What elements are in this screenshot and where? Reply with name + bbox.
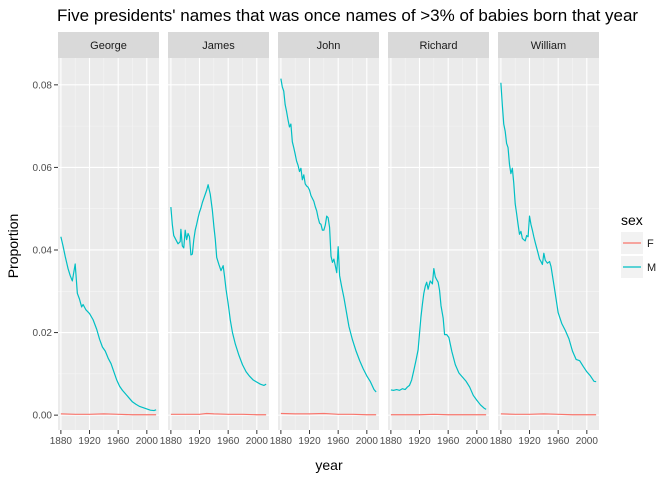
x-tick-label: 1920 <box>408 436 431 447</box>
chart-title: Five presidents' names that was once nam… <box>57 6 638 25</box>
series-line-m <box>60 236 157 412</box>
facet-richard: Richard 1880 1920 1960 2000 <box>380 32 489 447</box>
legend: sex FM <box>621 212 656 278</box>
y-tick-label: 0.00 <box>33 411 53 422</box>
x-tick-label: 2000 <box>466 436 489 447</box>
x-tick-label: 1960 <box>437 436 460 447</box>
y-axis: 0.00 0.02 0.04 0.06 0.08 <box>33 80 58 422</box>
x-tick-label: 1920 <box>78 436 101 447</box>
panel-background <box>58 58 159 430</box>
x-tick-label: 1920 <box>298 436 321 447</box>
facet-william: William 1880 1920 1960 2000 <box>490 32 599 447</box>
x-tick-label: 1960 <box>327 436 350 447</box>
facet-label: John <box>317 40 341 52</box>
facet-james: James 1880 1920 1960 2000 <box>160 32 269 447</box>
series-line-f <box>60 413 157 416</box>
facet-strip <box>498 32 599 58</box>
series-line-f <box>500 413 597 416</box>
x-tick-label: 1880 <box>50 436 73 447</box>
x-tick-label: 1920 <box>188 436 211 447</box>
series-line-m <box>390 267 487 410</box>
facet-panels: George 1880 1920 1960 2000 James 1880 1920 1960 2… <box>33 32 599 447</box>
y-tick-label: 0.04 <box>33 245 53 256</box>
series-line-f <box>170 412 267 416</box>
facet-george: George 1880 1920 1960 2000 <box>50 32 159 447</box>
x-tick-label: 1960 <box>217 436 240 447</box>
x-tick-label: 1880 <box>490 436 513 447</box>
x-tick-label: 2000 <box>246 436 269 447</box>
legend-label-m: M <box>647 262 656 274</box>
y-tick-label: 0.02 <box>33 328 53 339</box>
facet-john: John 1880 1920 1960 2000 <box>270 32 379 447</box>
x-tick-label: 1880 <box>160 436 183 447</box>
panel-background <box>388 58 489 430</box>
x-tick-label: 1960 <box>107 436 130 447</box>
x-tick-label: 2000 <box>136 436 159 447</box>
facet-strip <box>278 32 379 58</box>
panel-background <box>278 58 379 430</box>
x-axis-label: year <box>315 457 343 473</box>
facet-label: James <box>202 40 235 52</box>
facet-label: William <box>531 40 566 52</box>
series-line-m <box>500 82 597 383</box>
x-tick-label: 1880 <box>270 436 293 447</box>
facet-strip <box>58 32 159 58</box>
x-tick-label: 1880 <box>380 436 403 447</box>
facet-label: Richard <box>420 40 458 52</box>
series-line-m <box>170 184 267 387</box>
y-tick-label: 0.06 <box>33 163 53 174</box>
facet-strip <box>168 32 269 58</box>
legend-label-f: F <box>647 238 654 250</box>
series-line-m <box>280 78 377 393</box>
facet-label: George <box>90 40 127 52</box>
y-axis-label: Proportion <box>5 214 21 279</box>
y-tick-label: 0.08 <box>33 80 53 91</box>
series-line-f <box>280 412 377 416</box>
panel-background <box>498 58 599 430</box>
legend-title: sex <box>621 212 643 228</box>
x-tick-label: 2000 <box>356 436 379 447</box>
panel-background <box>168 58 269 430</box>
facet-strip <box>388 32 489 58</box>
x-tick-label: 1920 <box>518 436 541 447</box>
x-tick-label: 1960 <box>547 436 570 447</box>
x-tick-label: 2000 <box>576 436 599 447</box>
